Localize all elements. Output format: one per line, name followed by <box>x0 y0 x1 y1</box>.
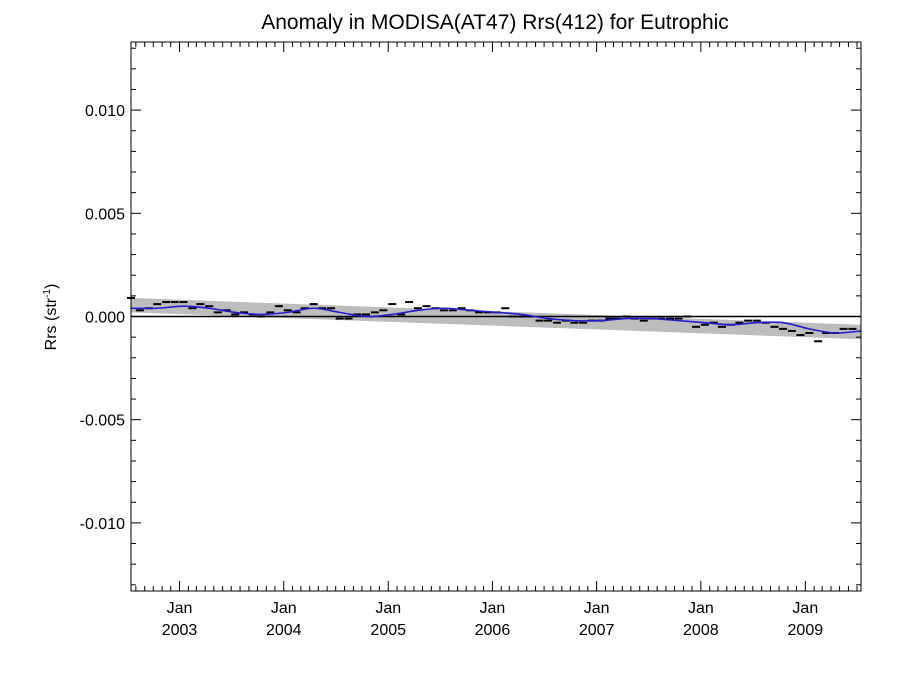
y-tick-label: 0.010 <box>85 103 125 120</box>
x-tick-label-month: Jan <box>167 600 193 617</box>
y-tick-label: 0.005 <box>85 206 125 223</box>
plot-area: 0.010 0.005 0.000 -0.005 -0.010 Jan 2003 Jan 20… <box>80 41 862 639</box>
x-tick-label-month: Jan <box>480 600 506 617</box>
x-tick-label-month: Jan <box>584 600 610 617</box>
y-axis-label-close: ) <box>43 284 60 289</box>
x-tick-label-month: Jan <box>792 600 818 617</box>
y-axis-label-main: Rrs (str <box>43 297 60 350</box>
x-tick-label-month: Jan <box>271 600 297 617</box>
y-tick-label: -0.005 <box>80 413 125 430</box>
x-tick-label-year: 2003 <box>162 622 198 639</box>
x-tick-label-year: 2005 <box>370 622 406 639</box>
x-axis-ticks: Jan 2003 Jan 2004 Jan 2005 Jan 2006 Jan 2007 Jan 20… <box>135 42 858 639</box>
x-tick-label-month: Jan <box>375 600 401 617</box>
x-tick-label-year: 2009 <box>788 622 824 639</box>
y-tick-label: -0.010 <box>80 516 125 533</box>
y-axis-label: Rrs (str-1) <box>42 284 60 351</box>
y-axis-ticks: 0.010 0.005 0.000 -0.005 -0.010 <box>80 47 861 586</box>
smoothed-series <box>130 305 862 334</box>
x-tick-label-year: 2004 <box>266 622 302 639</box>
trend-band-layer <box>131 297 861 340</box>
x-tick-label-year: 2006 <box>475 622 511 639</box>
trend-band <box>131 297 861 340</box>
y-tick-label: 0.000 <box>85 310 125 327</box>
chart-title: Anomaly in MODISA(AT47) Rrs(412) for Eut… <box>261 11 729 34</box>
smoothed-line <box>130 305 862 334</box>
x-tick-label-year: 2008 <box>683 622 719 639</box>
x-tick-label-year: 2007 <box>579 622 615 639</box>
x-tick-label-month: Jan <box>688 600 714 617</box>
y-axis-label-sup: -1 <box>42 289 53 298</box>
